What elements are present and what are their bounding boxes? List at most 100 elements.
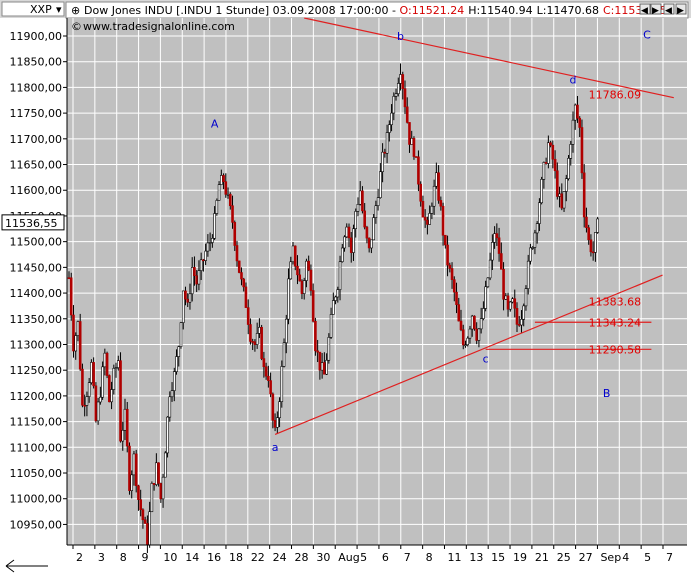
candle-body <box>181 290 185 323</box>
candle-body <box>444 234 447 246</box>
candle-body <box>206 242 210 252</box>
candle-body <box>361 190 364 212</box>
candle-body <box>408 122 411 145</box>
candle-body <box>562 191 566 209</box>
current-price-label: 11536,55 <box>5 217 58 230</box>
candle-body <box>112 368 116 390</box>
candle-body <box>549 142 552 146</box>
candle-body <box>316 350 319 353</box>
x-tick-label: Aug <box>338 551 359 564</box>
header-text: Dow Jones INDU [.INDU 1 Stunde] 03.09.20… <box>84 4 667 17</box>
y-tick-label: 11450,00 <box>10 261 63 274</box>
y-tick-label: 11650,00 <box>10 159 63 172</box>
nav-last-button[interactable] <box>650 3 662 15</box>
symbol-menu-arrow-icon[interactable]: ▾ <box>56 3 62 16</box>
candle-body <box>450 268 454 280</box>
price-level-label: 11786.09 <box>589 89 642 102</box>
nav-zoom-icon: ◀ <box>665 6 672 16</box>
candle-body <box>184 290 187 300</box>
y-tick-label: 11800,00 <box>10 81 63 94</box>
wave-label: A <box>211 118 219 131</box>
y-tick-label: 11600,00 <box>10 184 63 197</box>
x-tick-label: 16 <box>207 551 221 564</box>
candle-body <box>358 190 362 205</box>
candle-body <box>448 264 452 269</box>
candle-body <box>589 239 593 253</box>
x-tick-label: 30 <box>316 551 330 564</box>
symbol-menu[interactable] <box>1 1 65 17</box>
candle-body <box>435 172 438 187</box>
candle-body <box>197 270 201 285</box>
x-tick-label: 14 <box>185 551 199 564</box>
candle-body <box>582 172 586 218</box>
plot-area[interactable] <box>67 18 687 545</box>
nav-zoom-button[interactable] <box>663 3 675 15</box>
candle-body <box>224 181 228 195</box>
nav-first-button[interactable] <box>639 3 651 15</box>
candle-body <box>123 408 127 431</box>
candle-body <box>177 346 181 357</box>
current-price-marker: 11536,55 <box>1 214 65 231</box>
candle-body <box>343 236 346 249</box>
candle-body <box>370 239 373 249</box>
candle-body <box>137 485 140 500</box>
candle-body <box>289 261 293 280</box>
candle-body <box>130 474 134 491</box>
candle-body <box>217 184 221 201</box>
candle-body <box>320 362 324 371</box>
candle-body <box>381 151 384 173</box>
candle-body <box>356 203 360 212</box>
y-tick-label: 11050,00 <box>10 467 63 480</box>
candle-body <box>172 371 176 391</box>
candle-body <box>430 205 434 214</box>
candle-body <box>410 137 414 145</box>
candle-body <box>179 322 183 347</box>
symbol-menu-label[interactable]: XXP <box>30 3 52 16</box>
candle-body <box>202 259 205 262</box>
candle-body <box>383 151 387 154</box>
x-tick-label: 15 <box>491 551 505 564</box>
candle-body <box>146 523 149 546</box>
candle-body <box>495 233 499 239</box>
candle-body <box>332 300 335 315</box>
candle-body <box>508 301 512 310</box>
candle-body <box>94 385 98 422</box>
grid <box>67 18 687 545</box>
candle-body <box>526 260 530 289</box>
candle-body <box>571 119 575 145</box>
x-tick-label: 9 <box>142 551 149 564</box>
candle-body <box>520 318 523 326</box>
candle-body <box>284 318 288 344</box>
trend-line <box>304 17 674 99</box>
candle-body <box>473 315 476 330</box>
candle-body <box>414 156 418 158</box>
nav-scroll-button[interactable] <box>675 3 687 15</box>
candle-body <box>161 476 165 500</box>
candle-body <box>242 278 246 288</box>
candle-body <box>396 83 400 95</box>
candle-body <box>468 328 472 339</box>
candle-body <box>215 200 219 214</box>
candle-body <box>524 288 528 307</box>
header-open: O:11521.24 <box>400 4 465 17</box>
nav-buttons: ◀ ▶ ◀ ▶ <box>639 3 687 16</box>
candle-body <box>278 401 281 419</box>
x-tick-label: 22 <box>251 551 265 564</box>
candle-body <box>235 245 239 262</box>
candle-body <box>204 250 207 261</box>
candle-body <box>307 260 310 271</box>
candle-body <box>340 247 344 263</box>
candle-body <box>273 419 277 428</box>
candle-body <box>262 358 266 368</box>
candle-body <box>551 144 555 160</box>
overlays: 11786.09 11383.68 11343.24 11290.58 Aa b c d C B <box>211 17 674 454</box>
candle-body <box>515 308 519 325</box>
time-scroll-handle-icon[interactable] <box>5 559 48 573</box>
candle-body <box>385 132 389 154</box>
candle-body <box>188 293 192 303</box>
x-tick-label: 28 <box>295 551 309 564</box>
candle-body <box>101 366 104 398</box>
candle-body <box>287 278 290 320</box>
candle-body <box>213 213 216 239</box>
